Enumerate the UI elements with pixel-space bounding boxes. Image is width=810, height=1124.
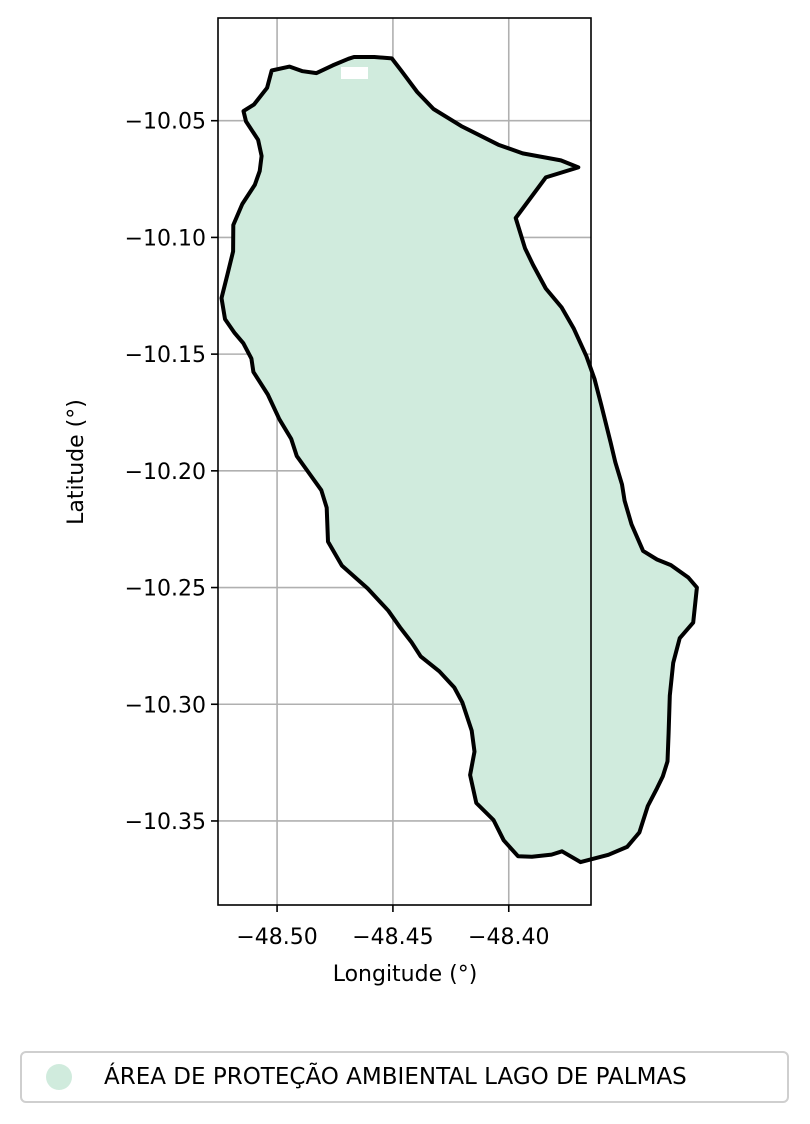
plot-frame bbox=[217, 17, 592, 906]
y-axis-ticks: −10.05 −10.10 −10.15 −10.20 −10.25 −10.30 −10.… bbox=[125, 110, 218, 835]
y-tick-label: −10.10 bbox=[125, 226, 206, 251]
legend-marker bbox=[46, 1064, 72, 1090]
apa-lago-de-palmas-region bbox=[221, 57, 697, 863]
y-axis-label: Latitude (°) bbox=[64, 399, 89, 525]
y-tick-label: −10.05 bbox=[125, 110, 206, 135]
x-tick-label: −48.45 bbox=[352, 925, 433, 950]
x-axis-label: Longitude (°) bbox=[333, 962, 478, 987]
x-tick-label: −48.40 bbox=[468, 925, 549, 950]
legend: ÁREA DE PROTEÇÃO AMBIENTAL LAGO DE PALMA… bbox=[20, 1051, 789, 1103]
y-tick-label: −10.30 bbox=[125, 693, 206, 718]
y-tick-label: −10.15 bbox=[125, 343, 206, 368]
x-axis-ticks: −48.50 −48.45 −48.40 bbox=[236, 905, 549, 950]
y-tick-label: −10.35 bbox=[125, 810, 206, 835]
white-notch-top bbox=[341, 67, 368, 79]
legend-label: ÁREA DE PROTEÇÃO AMBIENTAL LAGO DE PALMA… bbox=[104, 1064, 687, 1090]
apa-lago-de-palmas-boundary bbox=[219, 55, 699, 865]
y-tick-label: −10.25 bbox=[125, 577, 206, 602]
y-tick-label: −10.20 bbox=[125, 460, 206, 485]
x-tick-label: −48.50 bbox=[236, 925, 317, 950]
white-notch-bottom bbox=[326, 834, 348, 852]
